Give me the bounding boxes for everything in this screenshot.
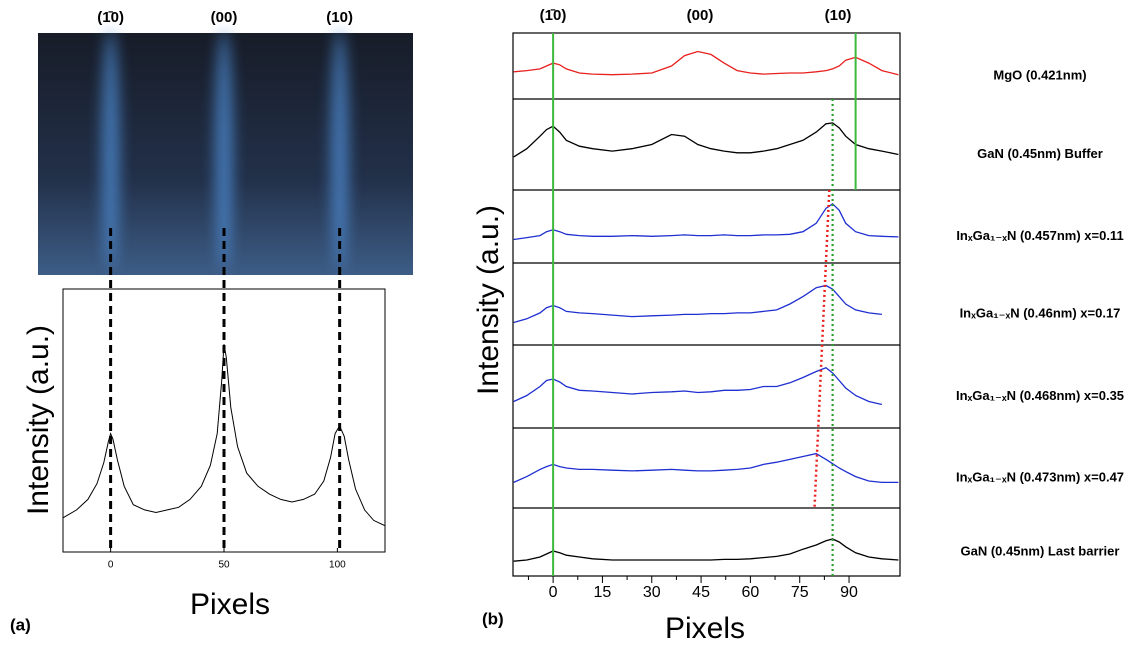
- intensity-line: [513, 122, 899, 158]
- x-tick-label: 100: [329, 560, 346, 571]
- x-tick-label: 45: [692, 584, 710, 601]
- panel-label: (a): [10, 615, 31, 634]
- series-label: MgO (0.421nm): [993, 67, 1086, 82]
- rheed-streak: [101, 30, 120, 270]
- intensity-line: [62, 344, 386, 527]
- y-axis-label: Intensity (a.u.): [472, 205, 505, 395]
- rheed-streak: [330, 30, 349, 270]
- plot-frame-b: [512, 32, 901, 577]
- x-tick-label: 30: [643, 584, 661, 601]
- peak-label: (10): [825, 7, 852, 24]
- series-label: InₓGa₁₋ₓN (0.468nm) x=0.35: [956, 388, 1124, 403]
- peak-label: (1̄0): [97, 9, 124, 26]
- intensity-line: [513, 452, 899, 484]
- shift-line: [813, 189, 831, 509]
- peak-label: (1̄0): [540, 7, 567, 24]
- intensity-line: [513, 284, 882, 324]
- x-tick-label: 15: [594, 584, 612, 601]
- series-label: GaN (0.45nm) Last barrier: [961, 543, 1120, 558]
- x-axis-label: Pixels: [665, 612, 745, 645]
- peak-label: (10): [326, 9, 353, 26]
- series-label: InₓGa₁₋ₓN (0.473nm) x=0.47: [956, 469, 1124, 484]
- series-label: GaN (0.45nm) Buffer: [977, 146, 1103, 161]
- x-tick-label: 75: [791, 584, 809, 601]
- plot-frame-a: [62, 288, 386, 553]
- x-axis-label: Pixels: [190, 588, 270, 621]
- y-axis-label: Intensity (a.u.): [22, 325, 55, 515]
- x-tick-label: 60: [741, 584, 759, 601]
- panel-label: (b): [482, 609, 504, 628]
- series-label: InₓGa₁₋ₓN (0.457nm) x=0.11: [956, 228, 1123, 243]
- intensity-line: [513, 202, 899, 241]
- peak-label: (00): [211, 9, 238, 26]
- intensity-line: [513, 367, 883, 406]
- x-tick-label: 0: [108, 560, 114, 571]
- peak-label: (00): [687, 7, 714, 24]
- x-tick-label: 0: [549, 584, 558, 601]
- x-tick-label: 50: [218, 560, 230, 571]
- intensity-line: [513, 50, 899, 76]
- intensity-line: [513, 538, 899, 562]
- x-tick-label: 90: [840, 584, 858, 601]
- series-label: InₓGa₁₋ₓN (0.46nm) x=0.17: [960, 305, 1121, 320]
- rheed-streak: [215, 30, 233, 270]
